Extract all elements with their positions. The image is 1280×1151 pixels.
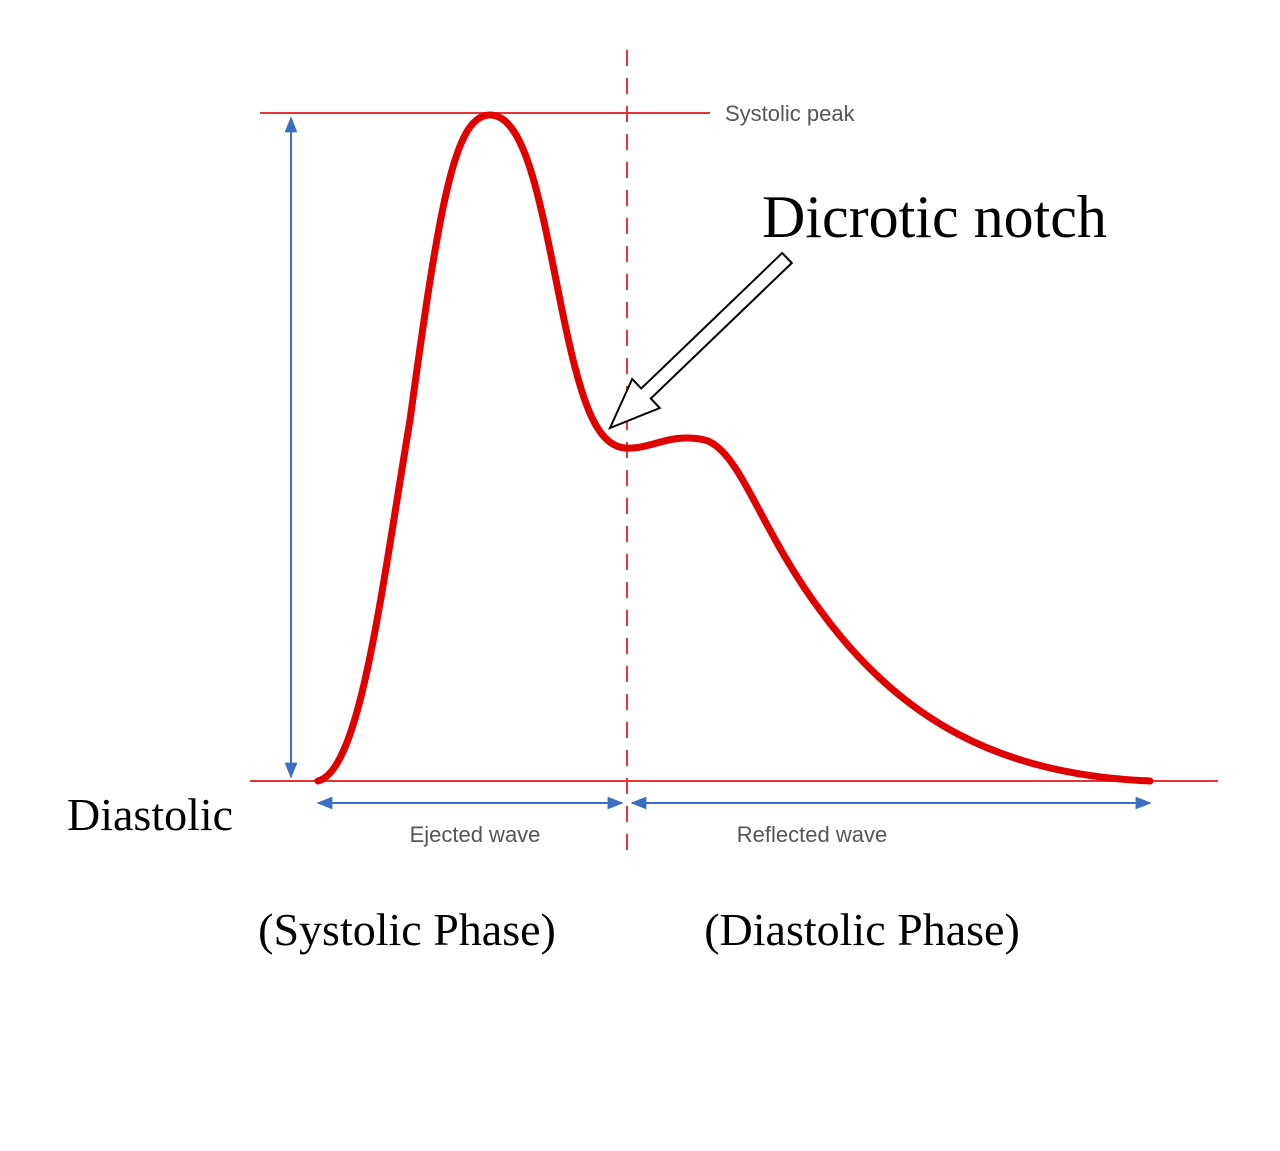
diastolic-label: Diastolic: [67, 789, 233, 840]
systolic-phase-label: (Systolic Phase): [258, 904, 556, 955]
pulse-wave: [314, 111, 1154, 785]
systolic-peak-label: Systolic peak: [725, 101, 856, 126]
ejected-wave-label: Ejected wave: [410, 822, 541, 847]
notch-arrow: [608, 251, 794, 430]
dicrotic-notch-label: Dicrotic notch: [762, 184, 1107, 250]
diastolic-phase-label: (Diastolic Phase): [704, 904, 1020, 955]
reflected-wave-label: Reflected wave: [737, 822, 887, 847]
